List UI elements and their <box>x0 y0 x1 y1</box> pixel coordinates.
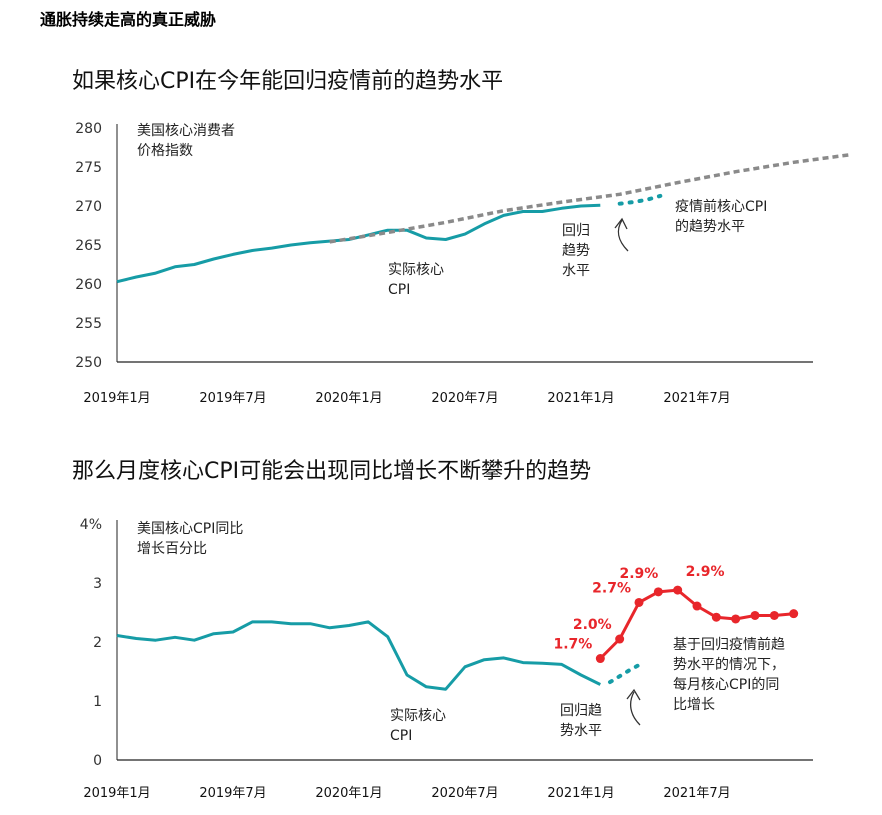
y-tick-label: 280 <box>75 121 102 137</box>
forecast-point <box>692 601 702 611</box>
series-actual-line <box>116 203 601 284</box>
y-tick-label: 4% <box>80 517 102 533</box>
y-axis-label-line: 美国核心CPI同比 <box>137 521 243 537</box>
arrow-icon <box>629 691 641 726</box>
series-return-line <box>617 193 663 206</box>
arrow-head-icon <box>614 217 628 230</box>
y-axis-label-line: 增长百分比 <box>137 541 207 557</box>
y-tick-label: 2 <box>93 635 102 651</box>
y-tick-label: 3 <box>93 576 102 592</box>
annotation-return-label: 回归趋势水平 <box>562 222 590 279</box>
annotation-return-label: 回归趋势水平 <box>560 702 602 739</box>
annotation-trend-label: 疫情前核心CPI 的趋势水平 <box>675 198 767 235</box>
chart-cpi-index: 如果核心CPI在今年能回归疫情前的趋势水平 250 255 260 265 270 275 2… <box>72 69 852 406</box>
data-label: 2.0% <box>573 617 612 633</box>
annotation-forecast-label: 基于回归疫情前趋势水平的情况下， 每月核心CPI的同比增长 <box>673 636 785 713</box>
x-tick-label: 2020年1月 <box>315 391 382 406</box>
forecast-point <box>731 614 741 624</box>
y-axis-label-line: 价格指数 <box>137 143 193 159</box>
annotation-line: 回归趋 <box>560 702 602 719</box>
y-axis-label: 美国核心CPI同比增长百分比 <box>137 521 243 557</box>
y-tick-label: 265 <box>75 238 102 254</box>
x-tick-label: 2021年7月 <box>663 786 730 801</box>
arrow-head-icon <box>626 688 641 701</box>
series-trend-line <box>329 152 852 244</box>
forecast-point <box>711 612 721 622</box>
annotation-line: 趋势 <box>562 243 590 259</box>
x-tick-label: 2020年1月 <box>315 786 382 801</box>
x-tick-label: 2020年7月 <box>431 391 498 406</box>
annotation-line: 的趋势水平 <box>675 219 745 235</box>
x-tick-label: 2021年7月 <box>663 391 730 406</box>
y-tick-label: 275 <box>75 160 102 176</box>
x-tick-label: 2019年7月 <box>199 391 266 406</box>
annotation-line: 势水平 <box>560 723 602 739</box>
x-tick-label: 2020年7月 <box>431 786 498 801</box>
x-tick-label: 2019年1月 <box>83 391 150 406</box>
annotation-line: 水平 <box>562 263 590 279</box>
annotation-line: CPI <box>388 282 410 298</box>
forecast-point <box>615 634 625 644</box>
annotation-line: CPI <box>390 728 412 744</box>
page-title: 通胀持续走高的真正威胁 <box>40 10 216 29</box>
series-return-line <box>608 663 641 685</box>
y-tick-label: 1 <box>93 694 102 710</box>
forecast-point <box>750 610 760 620</box>
y-axis-label: 美国核心消费者价格指数 <box>137 123 235 159</box>
forecast-point <box>634 597 644 607</box>
series-actual-line <box>116 620 601 691</box>
annotation-line: 实际核心 <box>390 708 446 724</box>
x-tick-label: 2019年7月 <box>199 786 266 801</box>
x-tick-label: 2021年1月 <box>547 786 614 801</box>
y-axis-label-line: 美国核心消费者 <box>137 123 235 139</box>
forecast-point <box>769 610 779 620</box>
data-label: 2.9% <box>620 566 659 582</box>
y-tick-label: 0 <box>93 753 102 769</box>
annotation-line: 每月核心CPI的同 <box>673 677 779 693</box>
forecast-point <box>789 609 799 619</box>
data-label: 2.9% <box>686 564 725 580</box>
x-tick-label: 2019年1月 <box>83 786 150 801</box>
annotation-line: 实际核心 <box>388 262 444 278</box>
forecast-point <box>673 585 683 595</box>
y-tick-label: 255 <box>75 316 102 332</box>
data-label: 2.7% <box>592 580 631 596</box>
arrow-icon <box>617 219 629 252</box>
annotation-actual-label: 实际核心 CPI <box>390 708 446 744</box>
annotation-line: 疫情前核心CPI <box>675 198 767 215</box>
annotation-line: 基于回归疫情前趋 <box>673 636 785 653</box>
y-tick-label: 270 <box>75 199 102 215</box>
annotation-line: 比增长 <box>673 697 715 713</box>
y-tick-label: 260 <box>75 277 102 293</box>
x-tick-label: 2021年1月 <box>547 391 614 406</box>
data-label: 1.7% <box>554 637 593 653</box>
chart-title: 如果核心CPI在今年能回归疫情前的趋势水平 <box>72 69 503 94</box>
annotation-line: 回归 <box>562 222 590 239</box>
annotation-actual-label: 实际核心 CPI <box>388 262 444 298</box>
forecast-point <box>653 587 663 597</box>
chart-title: 那么月度核心CPI可能会出现同比增长不断攀升的趋势 <box>72 459 591 484</box>
y-tick-label: 250 <box>75 355 102 371</box>
forecast-point <box>595 654 605 664</box>
annotation-line: 势水平的情况下， <box>673 657 785 673</box>
chart-cpi-yoy: 那么月度核心CPI可能会出现同比增长不断攀升的趋势 0 1 2 3 4% 2019年1月 20… <box>72 459 813 801</box>
